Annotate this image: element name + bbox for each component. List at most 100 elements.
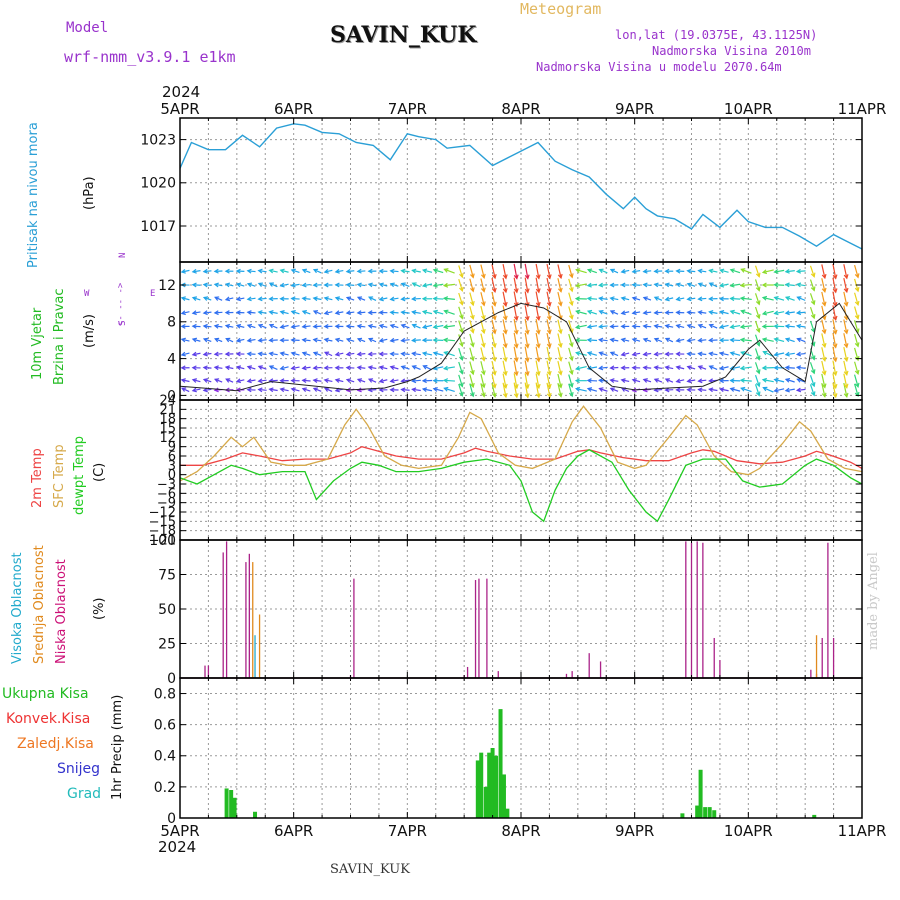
wind-arrow [513,373,518,389]
footer-station: SAVIN_KUK [330,862,410,877]
wind-arrow-head [224,365,230,371]
wind-arrow-head [214,337,220,343]
pressure-y-label: 1017 [140,219,176,235]
temp-dewpt-line [179,449,863,523]
wind-arrow-head [631,351,637,357]
wind-arrow [324,269,333,273]
wind-arrow-head [843,370,849,376]
wind-arrow [557,373,562,388]
wind-arrow-head [535,357,541,363]
wind-arrow-head [568,314,574,320]
wind-arrow [687,366,696,370]
wind-arrow [568,320,573,333]
wind-arrow-head [421,351,428,357]
wind-arrow [491,333,496,348]
wind-arrow-head [400,387,406,393]
wind-arrow-head [609,365,615,371]
wind-arrow [610,310,619,315]
wind-arrow [302,352,311,356]
wind-y-label: 12 [158,278,176,294]
wind-arrow-head [795,387,802,393]
wind-arrow [832,332,837,348]
wind-arrow-head [246,268,252,274]
wind-arrow [546,277,551,293]
wind-arrow-head [557,301,563,307]
wind-arrow-head [312,296,318,302]
wind-arrow-head [568,342,574,348]
wind-arrow [797,311,806,314]
temp-sfc-line [179,405,863,482]
wind-arrow [741,310,752,316]
wind-arrow [203,270,212,273]
wind-arrow-head [301,337,307,343]
x-tick-label-top: 10APR [724,100,773,118]
wind-arrow [832,277,837,293]
cloud-y-label: 50 [158,602,176,618]
wind-arrow-head [400,323,406,329]
wind-arrow [379,283,388,287]
wind-arrow [357,353,366,355]
wind-arrow-head [740,268,746,273]
wind-arrow [357,270,366,273]
wind-arrow-head [586,337,592,343]
wind-arrow [258,282,267,288]
wind-arrow [181,269,190,273]
wind-arrow-head [268,296,274,302]
wind-arrow-head [729,387,735,392]
precip-bar [680,813,685,818]
wind-arrow [491,278,496,292]
wind-arrow [401,282,410,288]
wind-arrow [740,366,752,370]
x-tick-label-bottom: 8APR [501,822,540,840]
wind-arrow [546,346,551,362]
lonlat-text: lon,lat (19.0375E, 43.1125N) [615,28,818,42]
legend-frz: Zaledj.Kisa [17,736,94,752]
wind-arrow-head [568,300,574,307]
wind-arrow-head [642,310,648,316]
wind-arrow [524,277,529,293]
wind-arrow [774,388,785,392]
wind-arrow-head [491,301,497,307]
wind-arrow [654,378,663,383]
wind-arrow [502,373,507,388]
wind-arrow [687,270,696,273]
wind-arrow [302,310,311,315]
wind-arrow [809,384,815,396]
wind-arrow-head [675,296,681,302]
wind-arrow-head [843,356,849,363]
wind-arrow-head [235,351,241,357]
wind-arrow-head [664,378,670,383]
wind-arrow-head [502,383,508,389]
precip-bar [712,810,717,818]
wind-arrow-head [686,323,692,329]
wind-arrow-head [181,387,187,392]
wind-arrow-head [821,342,827,349]
wind-arrow [676,283,685,287]
wind-arrow [730,297,741,300]
wind-arrow-head [568,391,574,398]
wind-arrow-head [421,282,428,288]
wind-arrow-head [620,310,626,316]
x-tick-label-bottom: 6APR [274,822,313,840]
wind-arrow-head [761,337,768,343]
wind-arrow [524,263,529,279]
wind-arrow [720,310,729,315]
wind-arrow [797,366,806,369]
wind-arrow-head [257,268,263,274]
wind-arrow [379,324,388,328]
wind-arrow [203,338,212,343]
wind-arrow-head [686,310,692,315]
wind-arrow [181,297,190,301]
precip-y-label: 0.2 [154,780,176,796]
wind-arrow-head [653,337,659,343]
wind-arrow [524,373,529,389]
wind-arrow-head [821,287,827,293]
wind-arrow-head [821,301,827,307]
wind-arrow-head [202,351,208,357]
wind-arrow [444,379,455,382]
wind-arrow-head [301,282,307,288]
wind-arrow-head [697,268,703,274]
wind-arrow-head [378,296,384,302]
wind-arrow [192,284,201,286]
wind-arrow-head [574,283,581,288]
